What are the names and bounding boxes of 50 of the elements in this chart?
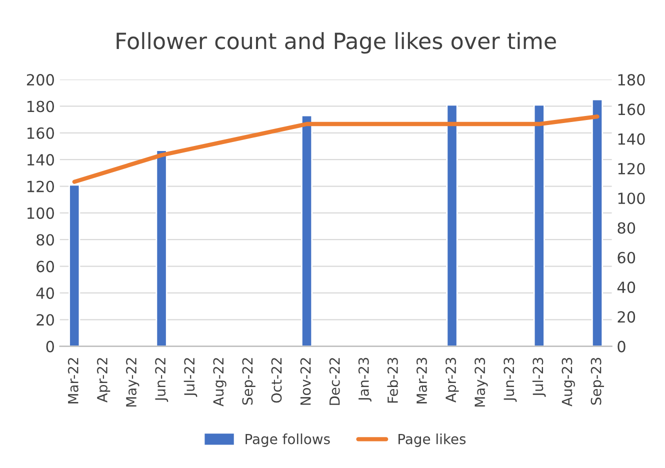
bar [591, 98, 604, 346]
line-series [72, 114, 600, 184]
y-tick-label: 20 [36, 314, 54, 326]
x-tick-label: Mar-23 [416, 358, 428, 404]
x-tick-label: Oct-22 [271, 358, 282, 403]
x-tick-label: Jul-22 [184, 358, 198, 397]
y2-tick-label: 0 [618, 340, 626, 352]
y-tick-label: 160 [28, 127, 54, 139]
y-tick-label: 200 [26, 74, 54, 86]
x-tick-label: Nov-22 [300, 358, 311, 405]
chart-title: Follower count and Page likes over time [116, 32, 556, 54]
x-tick-label: Jun-23 [504, 358, 517, 402]
bar [533, 104, 545, 346]
x-tick-label: Jan-23 [358, 358, 372, 402]
y2-tick-label: 100 [618, 192, 645, 204]
x-tick-label: May-23 [474, 358, 488, 407]
bar [300, 114, 313, 346]
x-tick-label: Jul-23 [532, 358, 546, 397]
x-tick-label: Apr-22 [96, 358, 110, 402]
x-tick-label: Sep-23 [590, 358, 604, 405]
x-tick-label: Feb-23 [387, 358, 398, 403]
x-tick-label: May-22 [126, 358, 140, 407]
x-tick-label: Dec-22 [329, 358, 340, 405]
y-tick-label: 100 [28, 207, 54, 219]
bar [156, 150, 168, 346]
y2-tick-label: 40 [617, 282, 636, 294]
y2-tick-label: 140 [618, 133, 645, 145]
x-tick-label: Mar-22 [68, 358, 78, 404]
x-tick-label: Apr-23 [446, 358, 459, 402]
y2-tick-label: 60 [618, 252, 636, 264]
x-tick-label: Jun-22 [155, 358, 168, 402]
y2-tick-label: 20 [618, 311, 636, 323]
legend-label: Page likes [398, 434, 466, 447]
x-tick-label: Aug-22 [213, 358, 226, 406]
y-tick-label: 120 [28, 180, 54, 192]
y-tick-label: 140 [28, 154, 54, 166]
y2-tick-label: 120 [618, 162, 645, 174]
x-tick-label: Aug-23 [562, 358, 575, 406]
y-tick-label: 180 [28, 100, 54, 112]
y-tick-label: 60 [36, 260, 54, 272]
y-tick-label: 40 [36, 287, 54, 299]
x-tick-label: Sep-22 [242, 358, 256, 405]
y2-tick-label: 180 [618, 74, 645, 86]
y2-tick-label: 80 [618, 222, 636, 234]
y2-tick-label: 160 [618, 104, 645, 116]
bar [68, 184, 80, 346]
y-tick-label: 80 [36, 234, 54, 246]
legend-label: Page follows [246, 434, 330, 447]
bar [446, 104, 458, 346]
y-tick-label: 0 [46, 340, 54, 352]
